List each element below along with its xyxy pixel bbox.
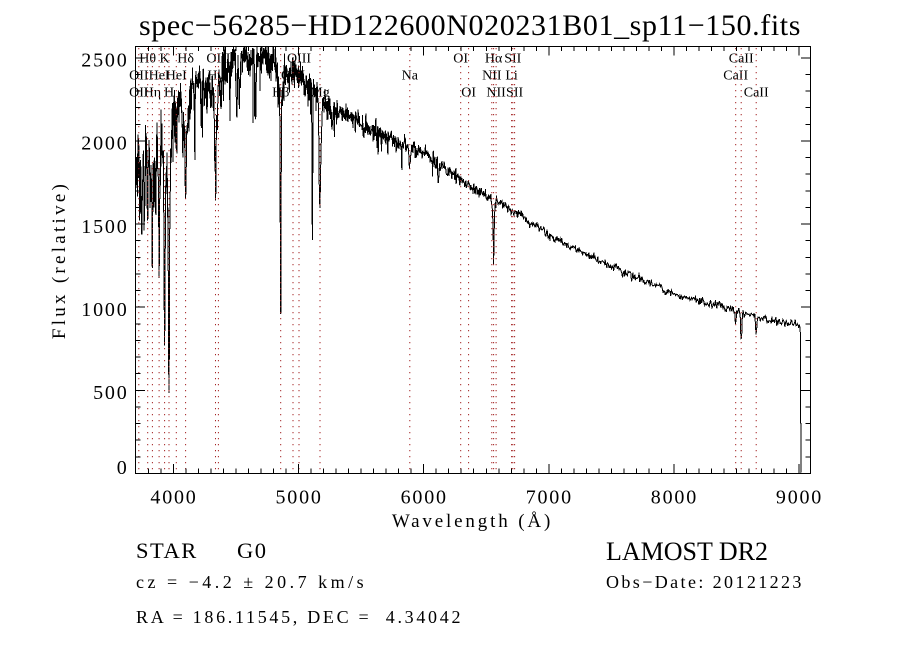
svg-text:LAMOST DR2: LAMOST DR2: [606, 537, 768, 566]
svg-text:spec−56285−HD122600N020231B01_: spec−56285−HD122600N020231B01_sp11−150.f…: [139, 9, 801, 42]
svg-text:Hβ: Hβ: [272, 86, 289, 101]
svg-text:0: 0: [117, 457, 129, 479]
svg-text:CaII: CaII: [744, 86, 769, 101]
svg-text:RA = 186.11545, DEC = 4.34042: RA = 186.11545, DEC = 4.34042: [136, 607, 463, 627]
svg-text:2000: 2000: [81, 133, 128, 155]
svg-text:OII: OII: [129, 69, 149, 84]
svg-text:6000: 6000: [401, 486, 448, 508]
svg-text:CaII: CaII: [723, 69, 748, 84]
svg-text:1000: 1000: [81, 299, 128, 321]
svg-text:OI: OI: [453, 52, 468, 67]
svg-text:8000: 8000: [651, 486, 698, 508]
svg-text:500: 500: [93, 382, 128, 404]
svg-text:OII: OII: [129, 86, 149, 101]
svg-text:NII: NII: [486, 86, 506, 101]
svg-text:Hα: Hα: [485, 52, 503, 67]
svg-text:OI: OI: [461, 86, 476, 101]
svg-text:Na: Na: [402, 69, 419, 84]
svg-text:Hθ: Hθ: [139, 52, 156, 67]
svg-text:1500: 1500: [81, 216, 128, 238]
svg-text:cz = −4.2 ± 20.7 km/s: cz = −4.2 ± 20.7 km/s: [136, 572, 367, 592]
svg-text:Li: Li: [505, 69, 518, 84]
svg-text:G0: G0: [237, 538, 268, 563]
svg-text:9000: 9000: [776, 486, 823, 508]
svg-text:Hδ: Hδ: [177, 52, 194, 67]
svg-text:4000: 4000: [150, 486, 197, 508]
svg-text:2500: 2500: [81, 50, 128, 72]
svg-text:CaII: CaII: [729, 52, 754, 67]
svg-text:Obs−Date: 20121223: Obs−Date: 20121223: [606, 572, 804, 592]
svg-text:5000: 5000: [275, 486, 322, 508]
svg-text:Flux (relative): Flux (relative): [49, 181, 70, 339]
svg-text:HeI: HeI: [166, 69, 187, 84]
svg-text:Wavelength (Å): Wavelength (Å): [392, 511, 553, 532]
svg-text:SII: SII: [504, 52, 521, 67]
svg-text:H: H: [164, 86, 174, 101]
svg-text:Hη: Hη: [144, 86, 161, 101]
svg-text:STAR: STAR: [136, 538, 198, 563]
svg-text:NII: NII: [482, 69, 502, 84]
svg-text:K: K: [160, 52, 170, 67]
svg-text:7000: 7000: [526, 486, 573, 508]
svg-text:SII: SII: [506, 86, 523, 101]
svg-text:Hγ: Hγ: [207, 69, 223, 84]
